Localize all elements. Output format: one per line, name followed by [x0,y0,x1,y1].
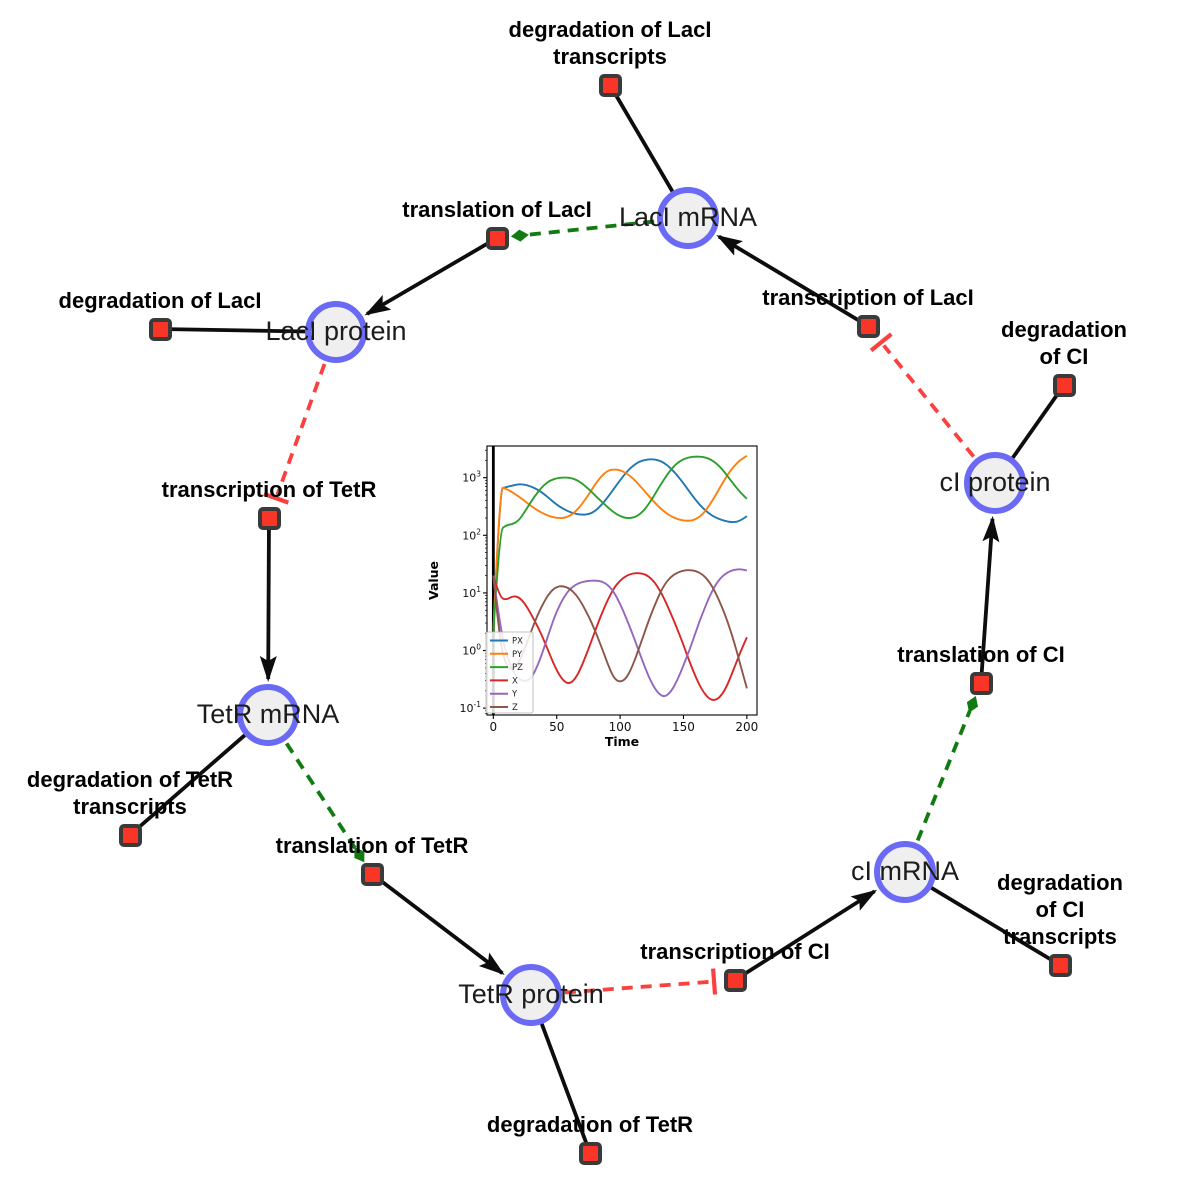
inhibition-edge-tetr-protein-transcription-of-ci-tbar [711,968,718,995]
reaction-node-translation-of-laci[interactable] [485,226,509,250]
production-edge-transcription-of-tetr-tetr-mrna-arrowhead [259,656,277,682]
modifier-edge-tetr-mrna-translation-of-tetr-diamond [354,847,365,863]
species-node-ci-mrna[interactable] [874,841,936,903]
production-edge-translation-of-tetr-tetr-protein [370,872,504,975]
species-node-laci-protein[interactable] [305,301,367,363]
laci-protein-label: LacI protein [265,316,407,346]
production-edge-translation-of-ci-ci-protein-arrowhead [982,515,1000,543]
y-tick-label: 101 [462,585,481,600]
reaction-node-degradation-of-tetr-transcripts[interactable] [118,823,142,847]
x-tick-label: 100 [609,720,632,734]
reaction-node-transcription-of-tetr[interactable] [257,506,281,530]
production-edge-transcription-of-laci-laci-mrna [717,234,869,328]
transcription-of-ci-label: transcription of CI [640,939,830,964]
x-tick-label: 200 [735,720,758,734]
inhibition-edge-tetr-protein-transcription-of-ci [564,979,711,995]
y-tick-label: 103 [462,470,481,485]
reaction-node-transcription-of-laci[interactable] [856,314,880,338]
production-edge-transcription-of-tetr-tetr-mrna [266,517,271,680]
x-tick-label: 0 [490,720,498,734]
ci-mrna-label: cI mRNA [851,856,959,886]
legend-label-pz: PZ [512,663,523,673]
legend-label-y: Y [511,690,518,700]
degradation-of-ci-transcripts-label: degradation of CI transcripts [997,870,1123,949]
species-node-ci-protein[interactable] [964,452,1026,514]
production-edge-translation-of-laci-laci-protein [366,236,498,316]
inhibition-edge-ci-protein-transcription-of-laci [882,344,976,458]
modifier-edge-laci-mrna-translation-of-laci-diamond [510,229,529,242]
degradation-of-ci-label: degradation of CI [1001,317,1127,369]
transcription-of-laci-label: transcription of LacI [762,285,974,310]
reaction-node-translation-of-tetr[interactable] [360,862,384,886]
x-tick-label: 50 [549,720,564,734]
y-axis-title: Value [426,561,441,600]
production-edge-transcription-of-ci-ci-mrna-arrowhead [850,889,878,911]
legend-label-px: PX [512,637,523,647]
degradation-of-tetr-label: degradation of TetR [486,1112,694,1137]
laci-mrna-label: LacI mRNA [618,202,758,232]
species-node-tetr-mrna[interactable] [237,684,299,746]
degradation-of-laci-label: degradation of LacI [58,288,262,313]
production-edge-translation-of-ci-ci-protein [979,518,995,684]
reaction-node-degradation-of-tetr[interactable] [578,1141,602,1165]
inhibition-edge-ci-protein-transcription-of-laci-tbar [869,332,893,353]
species-node-laci-mrna[interactable] [657,187,719,249]
translation-of-ci-label: translation of CI [897,642,1065,667]
series-group [492,454,748,701]
inhibition-edge-laci-protein-transcription-of-tetr-tbar [263,491,290,505]
reaction-node-degradation-of-ci-transcripts[interactable] [1048,953,1072,977]
production-edge-translation-of-laci-laci-protein-arrowhead [364,294,392,316]
species-node-tetr-protein[interactable] [500,964,562,1026]
inhibition-edge-laci-protein-transcription-of-tetr [275,363,327,496]
series-z-line [492,569,748,689]
modifier-edge-ci-mrna-translation-of-ci-diamond [966,696,978,713]
production-edge-transcription-of-ci-ci-mrna [733,889,876,982]
modifier-edge-ci-mrna-translation-of-ci [915,710,972,842]
tetr-protein-label: TetR protein [458,979,604,1009]
translation-of-tetr-label: translation of TetR [275,833,469,858]
ci-protein-label: cI protein [939,467,1051,497]
x-tick-label: 150 [672,720,695,734]
degradation-of-tetr-transcripts-label: degradation of TetR transcripts [26,767,234,819]
legend-label-py: PY [512,650,523,660]
legend-box [485,631,534,714]
reaction-node-degradation-of-laci-transcripts[interactable] [598,73,622,97]
reaction-node-translation-of-ci[interactable] [969,671,993,695]
reaction-node-degradation-of-ci[interactable] [1052,373,1076,397]
translation-of-laci-label: translation of LacI [402,197,592,222]
modifier-edge-laci-mrna-translation-of-laci [526,219,655,237]
series-y-line [492,568,748,698]
modifier-edge-tetr-mrna-translation-of-tetr [285,742,358,850]
plot-frame [486,445,758,716]
y-tick-label: 100 [462,643,481,658]
legend-label-z: Z [512,703,518,713]
legend: PX PY PZ XYZ [485,631,534,714]
series-px-line [492,458,748,634]
y-tick-label: 102 [462,527,481,542]
transcription-of-tetr-label: transcription of TetR [161,477,377,502]
reaction-node-transcription-of-ci[interactable] [723,968,747,992]
series-pz-line [492,455,748,634]
production-edge-transcription-of-laci-laci-mrna-arrowhead [716,235,743,256]
tetr-mrna-label: TetR mRNA [196,699,340,729]
series-x-line [492,572,748,701]
production-edge-translation-of-tetr-tetr-protein-arrowhead [478,952,505,975]
series-py-line [492,454,748,634]
reaction-node-degradation-of-laci[interactable] [148,317,172,341]
x-axis-title: Time [605,734,639,749]
legend-label-x: X [512,676,518,686]
y-tick-label: 10-1 [460,700,482,715]
degradation-of-laci-transcripts-label: degradation of LacI transcripts [508,17,712,69]
